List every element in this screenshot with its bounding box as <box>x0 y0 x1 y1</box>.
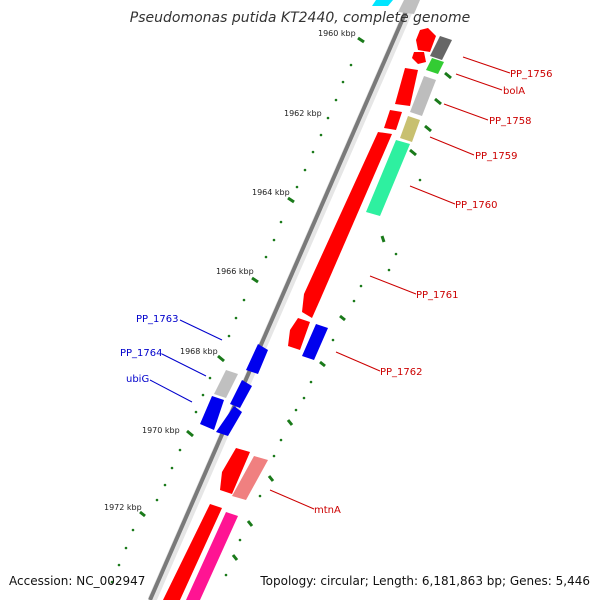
gene-red-bottom <box>163 504 222 600</box>
gene-label: PP_1758 <box>489 116 532 127</box>
gene-label: ubiG <box>126 374 149 385</box>
gene-pp1762-forward <box>288 318 310 350</box>
gene-pp1764-gray <box>214 370 238 398</box>
gene-aqua-1760 <box>366 140 410 216</box>
gene-salmon-mtna <box>232 456 268 500</box>
gene-label: PP_1763 <box>136 314 179 325</box>
gene-dark-gray <box>430 36 452 60</box>
tick-labels: 1960 kbp 1962 kbp 1964 kbp 1966 kbp 1968… <box>104 29 356 512</box>
gene-label: PP_1760 <box>455 200 498 211</box>
genome-info-label: Topology: circular; Length: 6,181,863 bp… <box>260 574 590 588</box>
gene-magenta <box>186 512 238 600</box>
gene-ubig-lower <box>216 406 242 436</box>
forward-genes <box>163 0 436 600</box>
gene-labels: PP_1756 bolA PP_1758 PP_1759 PP_1760 PP_… <box>120 69 553 516</box>
gene-label: bolA <box>503 86 525 97</box>
accession-label: Accession: NC_002947 <box>9 574 146 588</box>
gene-gray-1758 <box>410 76 436 116</box>
gene-tick-marks <box>139 36 452 561</box>
gene-khaki-1759 <box>400 116 420 142</box>
gene-red-b <box>384 110 402 130</box>
tick-label: 1966 kbp <box>216 267 254 276</box>
gene-label: mtnA <box>314 505 341 516</box>
gene-pp1761 <box>302 132 392 318</box>
gene-label: PP_1764 <box>120 348 163 359</box>
tick-label: 1960 kbp <box>318 29 356 38</box>
gene-label: PP_1762 <box>380 367 423 378</box>
tick-label: 1968 kbp <box>180 347 218 356</box>
tick-label: 1970 kbp <box>142 426 180 435</box>
gene-pp1756-forward <box>416 28 436 52</box>
label-leaders <box>149 56 511 510</box>
gene-label: PP_1756 <box>510 69 553 80</box>
reverse-genes <box>200 324 328 436</box>
gene-small-red <box>412 52 426 64</box>
tick-label: 1972 kbp <box>104 503 142 512</box>
gene-red-a <box>395 68 418 106</box>
gene-label: PP_1761 <box>416 290 459 301</box>
gene-red-mtn <box>220 448 250 494</box>
tick-label: 1964 kbp <box>252 188 290 197</box>
scale-dots <box>110 63 422 584</box>
gene-gray-top <box>398 0 420 14</box>
tick-label: 1962 kbp <box>284 109 322 118</box>
genome-backbone <box>147 0 418 600</box>
gene-green-bola <box>426 58 444 74</box>
page-title: Pseudomonas putida KT2440, complete geno… <box>129 10 471 26</box>
gene-cyan-top <box>372 0 393 6</box>
gene-label: PP_1759 <box>475 151 518 162</box>
gene-ubig <box>200 396 224 430</box>
inner-genes <box>186 0 452 600</box>
gene-ubig-upper <box>230 380 252 408</box>
gene-pp1762 <box>302 324 328 360</box>
gene-pp1763 <box>246 344 268 374</box>
